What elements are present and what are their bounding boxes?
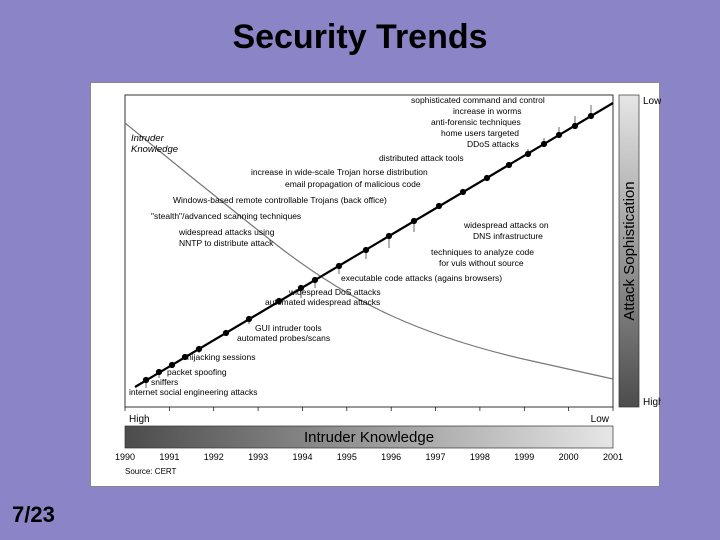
svg-text:automated widespread attacks: automated widespread attacks <box>265 297 380 307</box>
svg-text:1992: 1992 <box>204 452 224 462</box>
svg-text:1997: 1997 <box>426 452 446 462</box>
svg-text:1990: 1990 <box>115 452 135 462</box>
svg-text:packet spoofing: packet spoofing <box>167 367 227 377</box>
svg-text:Intruder: Intruder <box>131 133 165 144</box>
svg-text:1999: 1999 <box>514 452 534 462</box>
svg-text:hijacking sessions: hijacking sessions <box>187 352 256 362</box>
svg-text:home users targeted: home users targeted <box>441 128 519 138</box>
svg-text:GUI intruder tools: GUI intruder tools <box>255 323 322 333</box>
svg-text:sniffers: sniffers <box>151 377 178 387</box>
svg-text:techniques to analyze code: techniques to analyze code <box>431 247 534 257</box>
svg-text:sophisticated command and cont: sophisticated command and control <box>411 95 545 105</box>
svg-text:increase in worms: increase in worms <box>453 106 522 116</box>
svg-text:increase in wide-scale Trojan: increase in wide-scale Trojan horse dist… <box>251 167 428 177</box>
svg-text:widespread attacks on: widespread attacks on <box>463 220 549 230</box>
slide-title: Security Trends <box>0 18 720 57</box>
svg-text:NNTP to distribute attack: NNTP to distribute attack <box>179 238 274 248</box>
svg-text:anti-forensic techniques: anti-forensic techniques <box>431 117 521 127</box>
svg-text:1994: 1994 <box>292 452 312 462</box>
svg-text:widespread attacks using: widespread attacks using <box>178 227 275 237</box>
svg-text:Windows-based remote controlla: Windows-based remote controllable Trojan… <box>173 195 387 205</box>
chart-svg: Intruder Knowledge High Low Attack Sophisti… <box>91 83 661 488</box>
svg-text:Intruder Knowledge: Intruder Knowledge <box>304 429 434 446</box>
svg-text:1993: 1993 <box>248 452 268 462</box>
svg-text:1991: 1991 <box>159 452 179 462</box>
page-number: 7/23 <box>12 502 55 528</box>
svg-text:High: High <box>129 414 150 425</box>
svg-text:automated probes/scans: automated probes/scans <box>237 333 330 343</box>
svg-text:1998: 1998 <box>470 452 490 462</box>
svg-text:DNS infrastructure: DNS infrastructure <box>473 231 543 241</box>
svg-text:2001: 2001 <box>603 452 623 462</box>
svg-text:2000: 2000 <box>559 452 579 462</box>
svg-text:DDoS attacks: DDoS attacks <box>467 139 519 149</box>
svg-text:Source: CERT: Source: CERT <box>125 467 177 476</box>
svg-text:internet social engineering at: internet social engineering attacks <box>129 387 258 397</box>
svg-text:"stealth"/advanced scanning te: "stealth"/advanced scanning techniques <box>151 211 301 221</box>
svg-text:Low: Low <box>643 96 661 107</box>
svg-text:distributed attack tools: distributed attack tools <box>379 153 464 163</box>
slide: Security Trends Intruder Knowledge High Lo… <box>0 0 720 540</box>
svg-text:1995: 1995 <box>337 452 357 462</box>
svg-text:for vuls without source: for vuls without source <box>439 258 524 268</box>
svg-text:1996: 1996 <box>381 452 401 462</box>
chart-box: Intruder Knowledge High Low Attack Sophisti… <box>90 82 660 487</box>
svg-text:Low: Low <box>591 414 610 425</box>
svg-text:Knowledge: Knowledge <box>131 144 178 155</box>
svg-text:email propagation of malicious: email propagation of malicious code <box>285 179 421 189</box>
svg-text:High: High <box>643 397 661 408</box>
svg-text:executable code attacks (again: executable code attacks (agains browsers… <box>341 273 502 283</box>
svg-text:Attack Sophistication: Attack Sophistication <box>621 181 638 320</box>
